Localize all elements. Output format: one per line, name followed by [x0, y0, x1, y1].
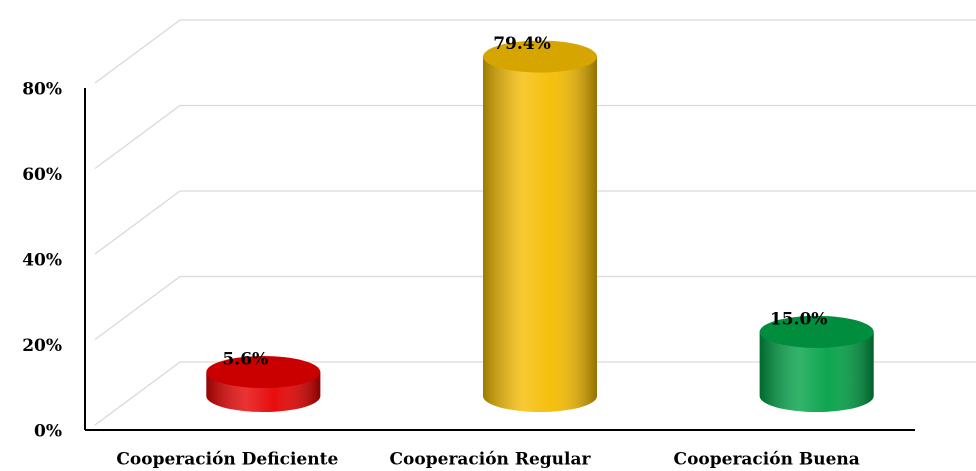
bar-top	[483, 40, 597, 73]
x-tick-label: Cooperación Regular	[390, 450, 592, 470]
bar-top	[759, 315, 874, 348]
grid-depth-line	[94, 104, 181, 170]
bar-top-shade	[206, 356, 321, 389]
y-tick-label: 20%	[22, 336, 62, 356]
y-tick-label: 40%	[22, 251, 62, 271]
bar-shading	[759, 331, 874, 412]
grid-depth-line	[94, 275, 181, 341]
x-tick-label: Cooperación Deficiente	[116, 450, 338, 470]
value-label: 79.4%	[493, 34, 551, 54]
bar-top-shade	[759, 315, 874, 348]
y-tick-label: 0%	[34, 422, 62, 442]
y-tick-label: 60%	[22, 165, 62, 185]
bar-shading	[483, 56, 597, 412]
bar-top	[206, 356, 321, 389]
grid-depth-line	[94, 19, 181, 84]
y-tick-label: 80%	[22, 80, 62, 100]
grid-depth-line	[94, 190, 181, 255]
value-label: 15.0%	[770, 309, 828, 329]
bar-top-shade	[483, 40, 597, 73]
value-label: 5.6%	[222, 350, 268, 370]
grid-depth-line	[94, 361, 181, 426]
x-tick-label: Cooperación Buena	[674, 450, 860, 470]
